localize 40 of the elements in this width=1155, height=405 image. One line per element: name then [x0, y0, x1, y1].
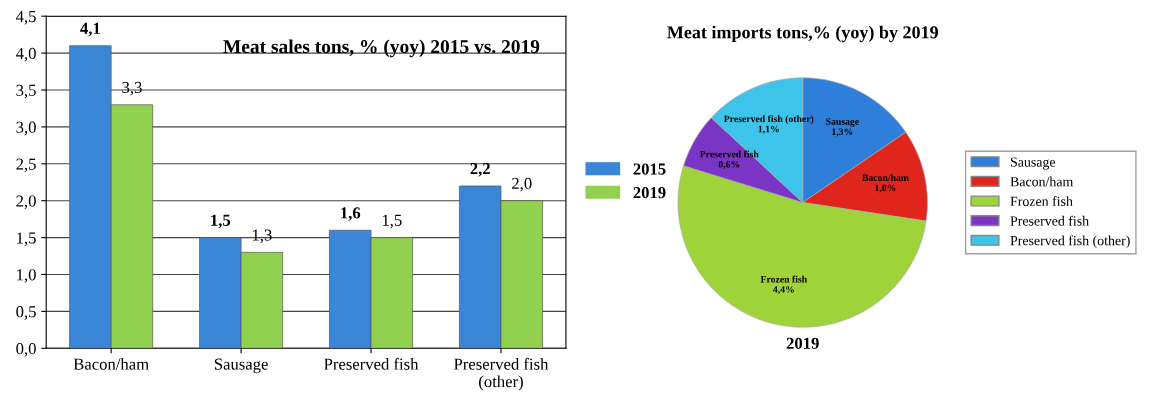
- legend-label: Preserved fish: [1010, 215, 1089, 226]
- data-label: 1,5: [211, 214, 231, 229]
- y-tick-label: 4,5: [15, 11, 36, 25]
- legend-label: Bacon/ham: [1010, 176, 1074, 187]
- y-tick-label: 2,5: [16, 158, 36, 173]
- slice-label: Preserved fish (other): [723, 115, 814, 125]
- legend-label: Preserved fish (other): [1010, 235, 1130, 249]
- chart-title: Meat imports tons,% (yoy) by 2019: [667, 25, 938, 43]
- slice-label: Bacon/ham: [862, 174, 909, 181]
- data-label: 1,0%: [875, 184, 896, 193]
- legend-label: Sausage: [1010, 157, 1056, 170]
- data-label: 2,2: [470, 163, 490, 177]
- x-tick-label: Bacon/ham: [73, 358, 149, 370]
- y-tick-label: 1,5: [17, 232, 36, 246]
- y-tick-label: 2,0: [16, 195, 36, 210]
- y-tick-label: 3,5: [16, 84, 36, 99]
- legend-label: 2019: [633, 187, 666, 199]
- x-tick-label: Preserved fish (other): [454, 357, 549, 391]
- legend-label: Frozen fish: [1010, 196, 1073, 207]
- data-label: 4,4%: [773, 286, 794, 295]
- slice-label: Frozen fish: [760, 275, 807, 283]
- y-tick-label: 0,5: [16, 306, 36, 320]
- x-tick-label: Preserved fish: [324, 357, 419, 370]
- data-label: 2,0: [512, 177, 532, 192]
- y-tick-label: 4,0: [15, 47, 36, 62]
- slice-label: Sausage: [826, 118, 859, 127]
- data-label: 1,6: [341, 207, 361, 221]
- y-tick-label: 0,0: [16, 343, 36, 357]
- x-tick-label: Sausage: [214, 358, 268, 374]
- data-label: 0,6%: [718, 161, 740, 170]
- y-tick-label: 3,0: [16, 121, 36, 136]
- data-label: 4,1: [80, 22, 100, 37]
- data-label: 1,3%: [832, 128, 853, 137]
- text: Meat sales tons, % (yoy) 2015 vs. 2019: [223, 39, 540, 58]
- legend-label: 2015: [633, 163, 666, 175]
- data-label: 3,3: [122, 81, 142, 96]
- data-label: 1,5: [382, 214, 402, 229]
- y-tick-label: 1,0: [17, 269, 36, 283]
- text: 2019: [786, 337, 819, 349]
- data-label: 1,1%: [758, 125, 779, 134]
